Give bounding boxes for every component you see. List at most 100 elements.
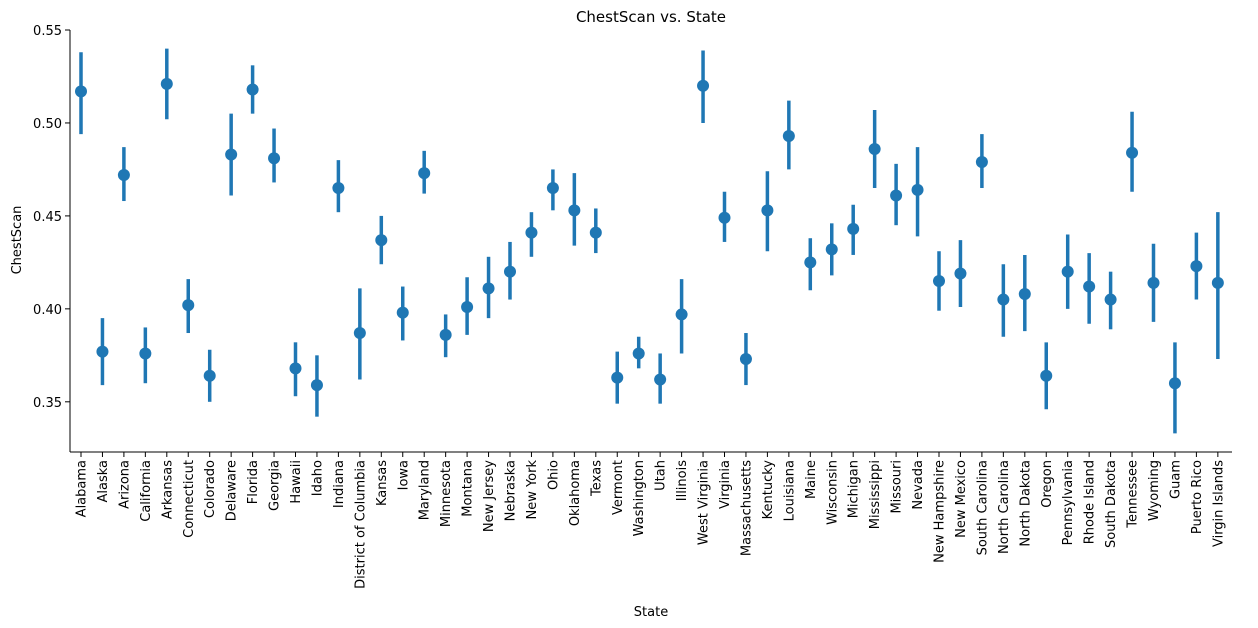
x-tick-label: Virgin Islands <box>1211 460 1226 547</box>
y-axis-label: ChestScan <box>10 206 25 275</box>
x-tick-label: North Carolina <box>997 460 1012 554</box>
data-point <box>418 167 431 180</box>
data-point <box>697 79 710 92</box>
data-point <box>1061 265 1074 278</box>
data-point <box>439 328 452 341</box>
x-tick-label: Idaho <box>310 460 325 496</box>
x-tick-label: Maine <box>804 460 819 499</box>
data-point <box>975 155 988 168</box>
data-point <box>289 362 302 375</box>
data-point <box>804 256 817 269</box>
data-point <box>139 347 152 360</box>
x-tick-label: Florida <box>246 460 261 504</box>
data-point <box>1147 276 1160 289</box>
data-point <box>890 189 903 202</box>
data-point <box>1211 276 1224 289</box>
data-point <box>310 379 323 392</box>
plot-area <box>75 48 1224 434</box>
x-tick-label: Alabama <box>75 460 90 517</box>
data-point <box>353 327 366 340</box>
data-point <box>847 222 860 235</box>
x-tick-label: Wyoming <box>1147 460 1162 521</box>
x-tick-label: Puerto Rico <box>1190 460 1205 534</box>
x-tick-label: Texas <box>589 460 604 497</box>
x-tick-label: Alaska <box>96 460 111 503</box>
x-tick-label: Maryland <box>418 460 433 520</box>
x-tick-label: Montana <box>461 460 476 517</box>
data-point <box>1040 369 1053 382</box>
x-tick-label: Missouri <box>890 460 905 514</box>
data-point <box>868 142 881 155</box>
data-point <box>482 282 495 295</box>
x-tick-label: Indiana <box>332 460 347 508</box>
x-tick-label: Michigan <box>847 460 862 518</box>
data-point <box>611 371 624 384</box>
x-tick-label: Kentucky <box>761 460 776 520</box>
x-tick-label: Massachusetts <box>739 460 754 556</box>
x-tick-label: New Jersey <box>482 460 497 532</box>
x-axis: Alabama Alaska Arizona California Arkansas Co… <box>75 452 1226 589</box>
x-tick-label: Tennessee <box>1126 460 1141 529</box>
x-tick-label: Washington <box>632 460 647 536</box>
x-tick-label: Colorado <box>203 460 218 518</box>
data-point <box>933 274 945 287</box>
x-tick-label: West Virginia <box>697 460 712 545</box>
x-tick-label: Utah <box>654 460 669 491</box>
y-tick-label: 0.45 <box>33 210 62 225</box>
data-point <box>246 83 259 96</box>
data-point <box>911 183 924 196</box>
data-point <box>396 306 409 319</box>
x-tick-label: Virginia <box>718 460 733 509</box>
data-point <box>268 152 281 165</box>
data-point <box>160 77 173 90</box>
data-point <box>525 226 538 239</box>
data-point <box>1126 146 1139 159</box>
x-tick-label: Connecticut <box>182 460 197 538</box>
x-tick-label: South Carolina <box>975 460 990 555</box>
data-point <box>1083 280 1096 293</box>
x-tick-label: North Dakota <box>1018 460 1033 547</box>
x-tick-label: Vermont <box>611 460 626 515</box>
x-tick-label: Wisconsin <box>825 460 840 525</box>
x-tick-label: New York <box>525 460 540 520</box>
data-point <box>825 243 838 256</box>
data-point <box>461 300 474 313</box>
y-tick-label: 0.40 <box>33 303 62 318</box>
x-tick-label: California <box>139 460 154 522</box>
x-tick-label: Iowa <box>396 460 411 490</box>
x-tick-label: Hawaii <box>289 460 304 504</box>
data-point <box>675 308 688 321</box>
data-point <box>332 182 345 195</box>
chart-title: ChestScan vs. State <box>576 8 726 26</box>
x-tick-label: Pennsylvania <box>1061 460 1076 545</box>
x-tick-label: Ohio <box>546 460 561 490</box>
data-point <box>568 204 581 217</box>
data-point <box>1104 293 1117 306</box>
y-tick-label: 0.55 <box>33 24 62 39</box>
x-tick-label: District of Columbia <box>353 460 368 589</box>
x-tick-label: New Hampshire <box>933 460 948 563</box>
x-tick-label: New Mexico <box>954 460 969 538</box>
data-point <box>546 182 559 195</box>
x-tick-label: Nebraska <box>504 460 519 521</box>
data-point <box>782 129 795 142</box>
x-tick-label: Guam <box>1168 460 1183 499</box>
y-tick-label: 0.35 <box>33 396 62 411</box>
x-tick-label: Mississippi <box>868 460 883 529</box>
data-point <box>739 353 752 366</box>
data-point <box>761 204 774 217</box>
x-tick-label: Louisiana <box>782 460 797 521</box>
data-point <box>654 373 667 386</box>
x-tick-label: Oregon <box>1040 460 1055 508</box>
x-axis-label: State <box>634 605 668 620</box>
x-tick-label: Nevada <box>911 460 926 510</box>
x-tick-label: Arkansas <box>160 460 175 519</box>
data-point <box>718 211 731 224</box>
y-tick-label: 0.50 <box>33 117 62 132</box>
data-point <box>504 265 516 278</box>
x-tick-label: Rhode Island <box>1083 460 1098 544</box>
data-point <box>632 347 645 360</box>
data-point <box>225 148 238 161</box>
data-point <box>1190 260 1203 273</box>
